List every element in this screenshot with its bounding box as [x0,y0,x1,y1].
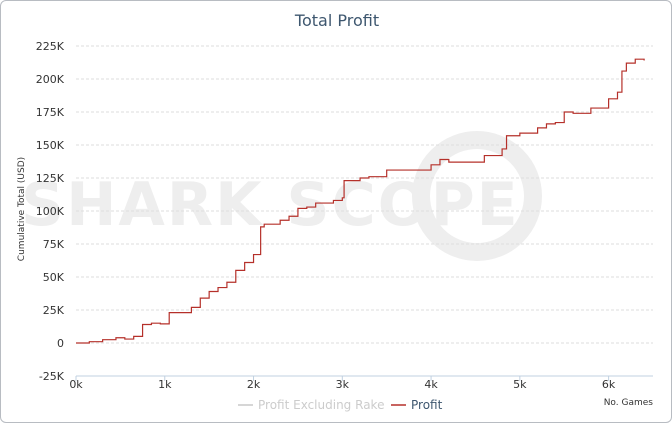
y-tick-label: 75K [43,238,65,251]
legend-label-profit: Profit [411,398,443,412]
legend-item-profit[interactable]: Profit [391,398,443,412]
y-tick-label: -25K [39,370,65,383]
y-axis-label: Cumulative Total (USD) [17,157,27,261]
y-tick-label: 100K [36,205,65,218]
x-tick-label: 0k [69,378,83,391]
y-tick-label: 0 [57,337,64,350]
legend: Profit Excluding Rake Profit [238,398,443,412]
watermark-scope-icon [412,131,542,261]
y-tick-label: 225K [36,40,65,53]
profit-series-line [76,58,645,344]
y-tick-label: 25K [43,304,65,317]
legend-item-profit-excluding-rake[interactable]: Profit Excluding Rake [238,398,384,412]
y-tick-label: 150K [36,139,65,152]
x-axis-label: No. Games [604,398,654,408]
x-tick-label: 4k [424,378,438,391]
x-tick-label: 6k [602,378,616,391]
y-tick-label: 50K [43,271,65,284]
x-tick-label: 2k [247,378,261,391]
y-tick-label: 125K [36,172,65,185]
grid [76,45,653,377]
watermark-text: SHARK SCOPE [21,170,520,240]
watermark: SHARK SCOPE [21,131,542,261]
y-tick-label: 200K [36,73,65,86]
x-tick-label: 1k [158,378,172,391]
y-tick-label: 175K [36,106,65,119]
legend-label-profit-excluding-rake: Profit Excluding Rake [258,398,384,412]
x-axis-ticks: 0k 1k 2k 3k 4k 5k 6k [69,376,616,391]
chart-title: Total Profit [294,11,379,30]
y-axis-ticks: -25K 0 25K 50K 75K 100K 125K 150K 175K 200K 225K [36,40,65,383]
x-tick-label: 3k [336,378,350,391]
x-tick-label: 5k [513,378,527,391]
